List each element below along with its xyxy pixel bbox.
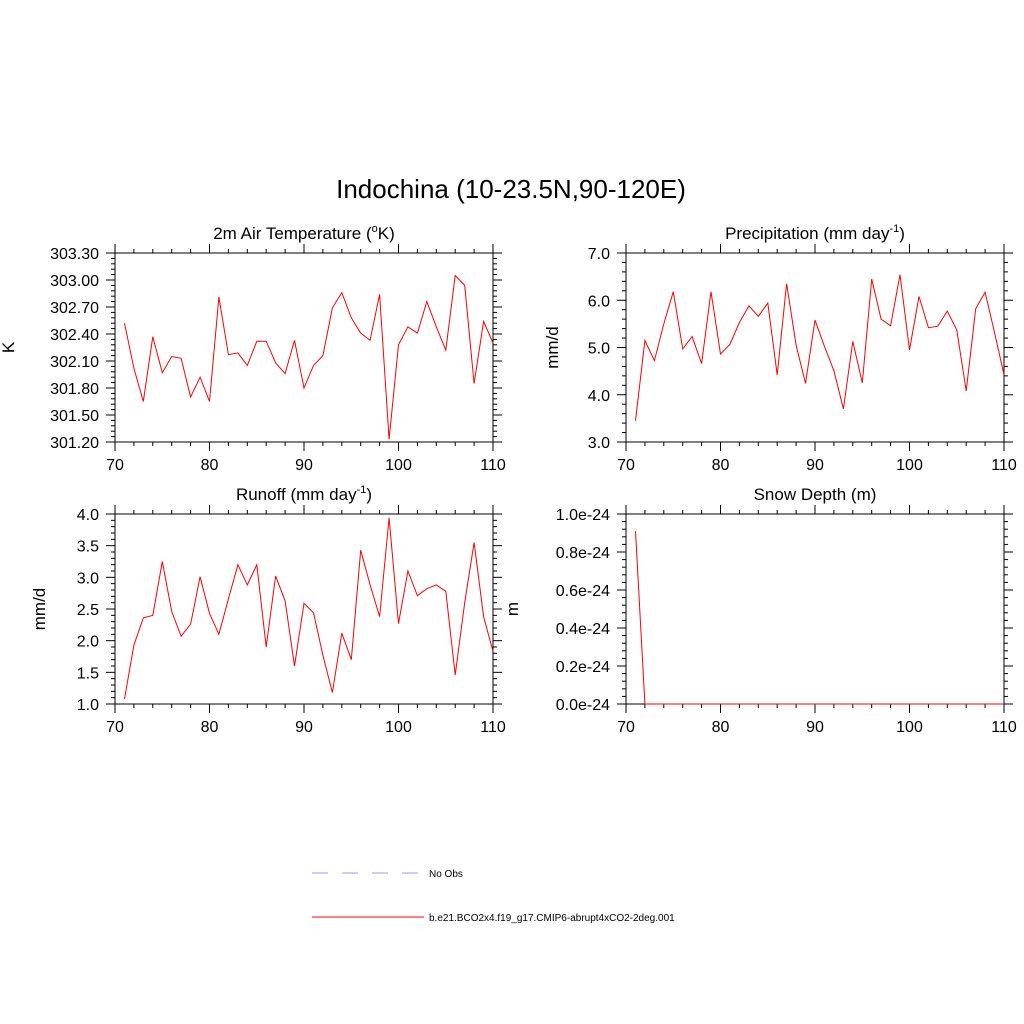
panel-title: Runoff (mm day-1) [236,484,372,504]
x-tick-label: 80 [201,457,219,474]
y-tick-label: 302.70 [50,300,99,317]
y-tick-label: 302.40 [50,327,99,344]
plot-frame [114,252,494,443]
y-tick-label: 3.0 [77,570,99,587]
x-tick-label: 70 [106,457,124,474]
x-tick-label: 110 [991,719,1017,736]
y-tick-label: 303.30 [50,246,99,263]
x-tick-label: 110 [480,457,506,474]
y-tick-label: 0.0e-24 [556,697,610,714]
x-tick-label: 70 [617,457,635,474]
x-tick-label: 100 [896,719,923,736]
y-tick-label: 7.0 [588,246,610,263]
panels: 2m Air Temperature (oK) K 70 80 90 100 110 301.… [0,223,1017,736]
figure-title: Indochina (10-23.5N,90-120E) [336,174,686,204]
y-tick-label: 1.5 [77,665,99,682]
y-tick-label: 4.0 [588,388,610,405]
y-tick-label: 301.20 [50,435,99,452]
y-tick-label: 0.6e-24 [556,583,610,600]
x-tick-label: 100 [385,719,412,736]
y-axis-label: mm/d [30,588,49,631]
panel-1: 2m Air Temperature (oK) K 70 80 90 100 110 301.… [0,223,506,474]
x-tick-label: 100 [385,457,412,474]
y-tick-label: 1.0e-24 [556,507,610,524]
x-tick-label: 110 [480,719,506,736]
y-tick-label: 0.4e-24 [556,621,610,638]
x-tick-label: 110 [991,457,1017,474]
panel-4: Snow Depth (m) m 70 80 90 100 110 0.0e-24 0.2e-2… [503,485,1017,736]
y-tick-label: 0.8e-24 [556,545,610,562]
x-tick-label: 80 [712,457,730,474]
series-line [635,274,1005,421]
legend: No Obs b.e21.BCO2x4.f19_g17.CMIP6-abrupt… [312,869,675,924]
y-tick-label: 4.0 [77,507,99,524]
x-tick-label: 90 [806,719,824,736]
y-tick-label: 301.80 [50,381,99,398]
y-tick-label: 3.0 [588,435,610,452]
y-tick-label: 301.50 [50,408,99,425]
x-tick-label: 80 [201,719,219,736]
panel-title: 2m Air Temperature (oK) [213,223,395,243]
x-tick-label: 90 [806,457,824,474]
y-tick-label: 6.0 [588,293,610,310]
series-line [124,517,494,699]
panel-2: Precipitation (mm day-1) mm/d 70 80 90 100 110… [543,223,1017,474]
y-tick-label: 5.0 [588,341,610,358]
y-axis-label: K [0,341,18,353]
x-tick-label: 70 [106,719,124,736]
y-tick-label: 3.5 [77,539,99,556]
panel-title: Snow Depth (m) [754,485,877,504]
y-tick-label: 0.2e-24 [556,659,610,676]
legend-label-no-obs: No Obs [429,869,463,880]
legend-label-model: b.e21.BCO2x4.f19_g17.CMIP6-abrupt4xCO2-2… [429,913,675,924]
plot-frame [625,513,1005,705]
x-tick-label: 70 [617,719,635,736]
y-axis-label: m [503,602,522,616]
x-tick-label: 90 [295,457,313,474]
panel-title: Precipitation (mm day-1) [725,223,905,243]
y-tick-label: 2.5 [77,602,99,619]
y-tick-label: 303.00 [50,273,99,290]
y-tick-label: 302.10 [50,354,99,371]
x-tick-label: 100 [896,457,923,474]
series-line [124,274,494,440]
x-tick-label: 90 [295,719,313,736]
y-tick-label: 2.0 [77,634,99,651]
series-line [635,531,1004,705]
x-tick-label: 80 [712,719,730,736]
y-axis-label: mm/d [543,326,562,369]
y-tick-label: 1.0 [77,697,99,714]
panel-3: Runoff (mm day-1) mm/d 70 80 90 100 110 1.0 1.5 2… [30,484,506,736]
